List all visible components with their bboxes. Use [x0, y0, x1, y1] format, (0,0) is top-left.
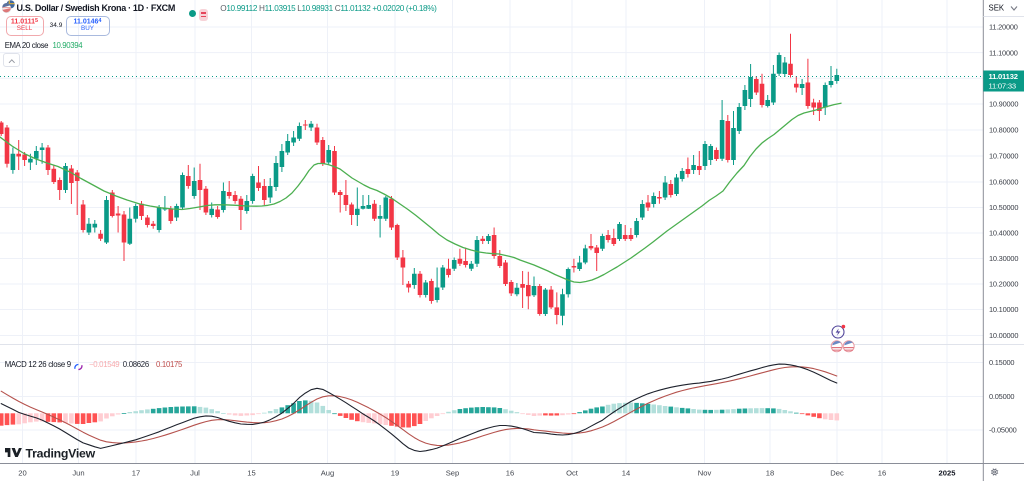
svg-text:20: 20 [18, 469, 26, 478]
svg-text:Jun: Jun [72, 469, 84, 478]
svg-text:TradingView: TradingView [26, 447, 96, 460]
svg-text:14: 14 [622, 469, 630, 478]
svg-text:0.15000: 0.15000 [989, 358, 1014, 367]
svg-text:Jul: Jul [190, 469, 200, 478]
svg-text:0.05000: 0.05000 [989, 392, 1014, 401]
svg-text:11.01132: 11.01132 [989, 72, 1018, 81]
svg-text:-0.05000: -0.05000 [989, 426, 1017, 435]
svg-text:Sep: Sep [446, 469, 460, 478]
svg-text:Dec: Dec [830, 469, 844, 478]
svg-text:10.20000: 10.20000 [989, 280, 1018, 289]
svg-text:10.30000: 10.30000 [989, 254, 1018, 263]
svg-text:10.70000: 10.70000 [989, 152, 1018, 161]
svg-text:SEK: SEK [989, 4, 1005, 13]
svg-text:10.10000: 10.10000 [989, 305, 1018, 314]
svg-text:11:07:33: 11:07:33 [989, 82, 1016, 91]
svg-text:18: 18 [766, 469, 774, 478]
svg-text:Nov: Nov [698, 469, 712, 478]
svg-text:11.20000: 11.20000 [989, 23, 1018, 32]
svg-text:16: 16 [878, 469, 886, 478]
svg-text:19: 19 [391, 469, 399, 478]
svg-text:10.00000: 10.00000 [989, 331, 1018, 340]
svg-text:11.10000: 11.10000 [989, 48, 1018, 57]
svg-text:17: 17 [132, 469, 140, 478]
svg-text:10.60000: 10.60000 [989, 178, 1018, 187]
svg-text:2025: 2025 [939, 469, 957, 478]
svg-text:10.40000: 10.40000 [989, 229, 1018, 238]
svg-text:16: 16 [506, 469, 514, 478]
svg-text:10.50000: 10.50000 [989, 203, 1018, 212]
svg-text:Oct: Oct [566, 469, 579, 478]
svg-text:15: 15 [247, 469, 255, 478]
svg-text:10.80000: 10.80000 [989, 126, 1018, 135]
svg-text:Aug: Aug [321, 469, 335, 478]
svg-text:10.90000: 10.90000 [989, 100, 1018, 109]
